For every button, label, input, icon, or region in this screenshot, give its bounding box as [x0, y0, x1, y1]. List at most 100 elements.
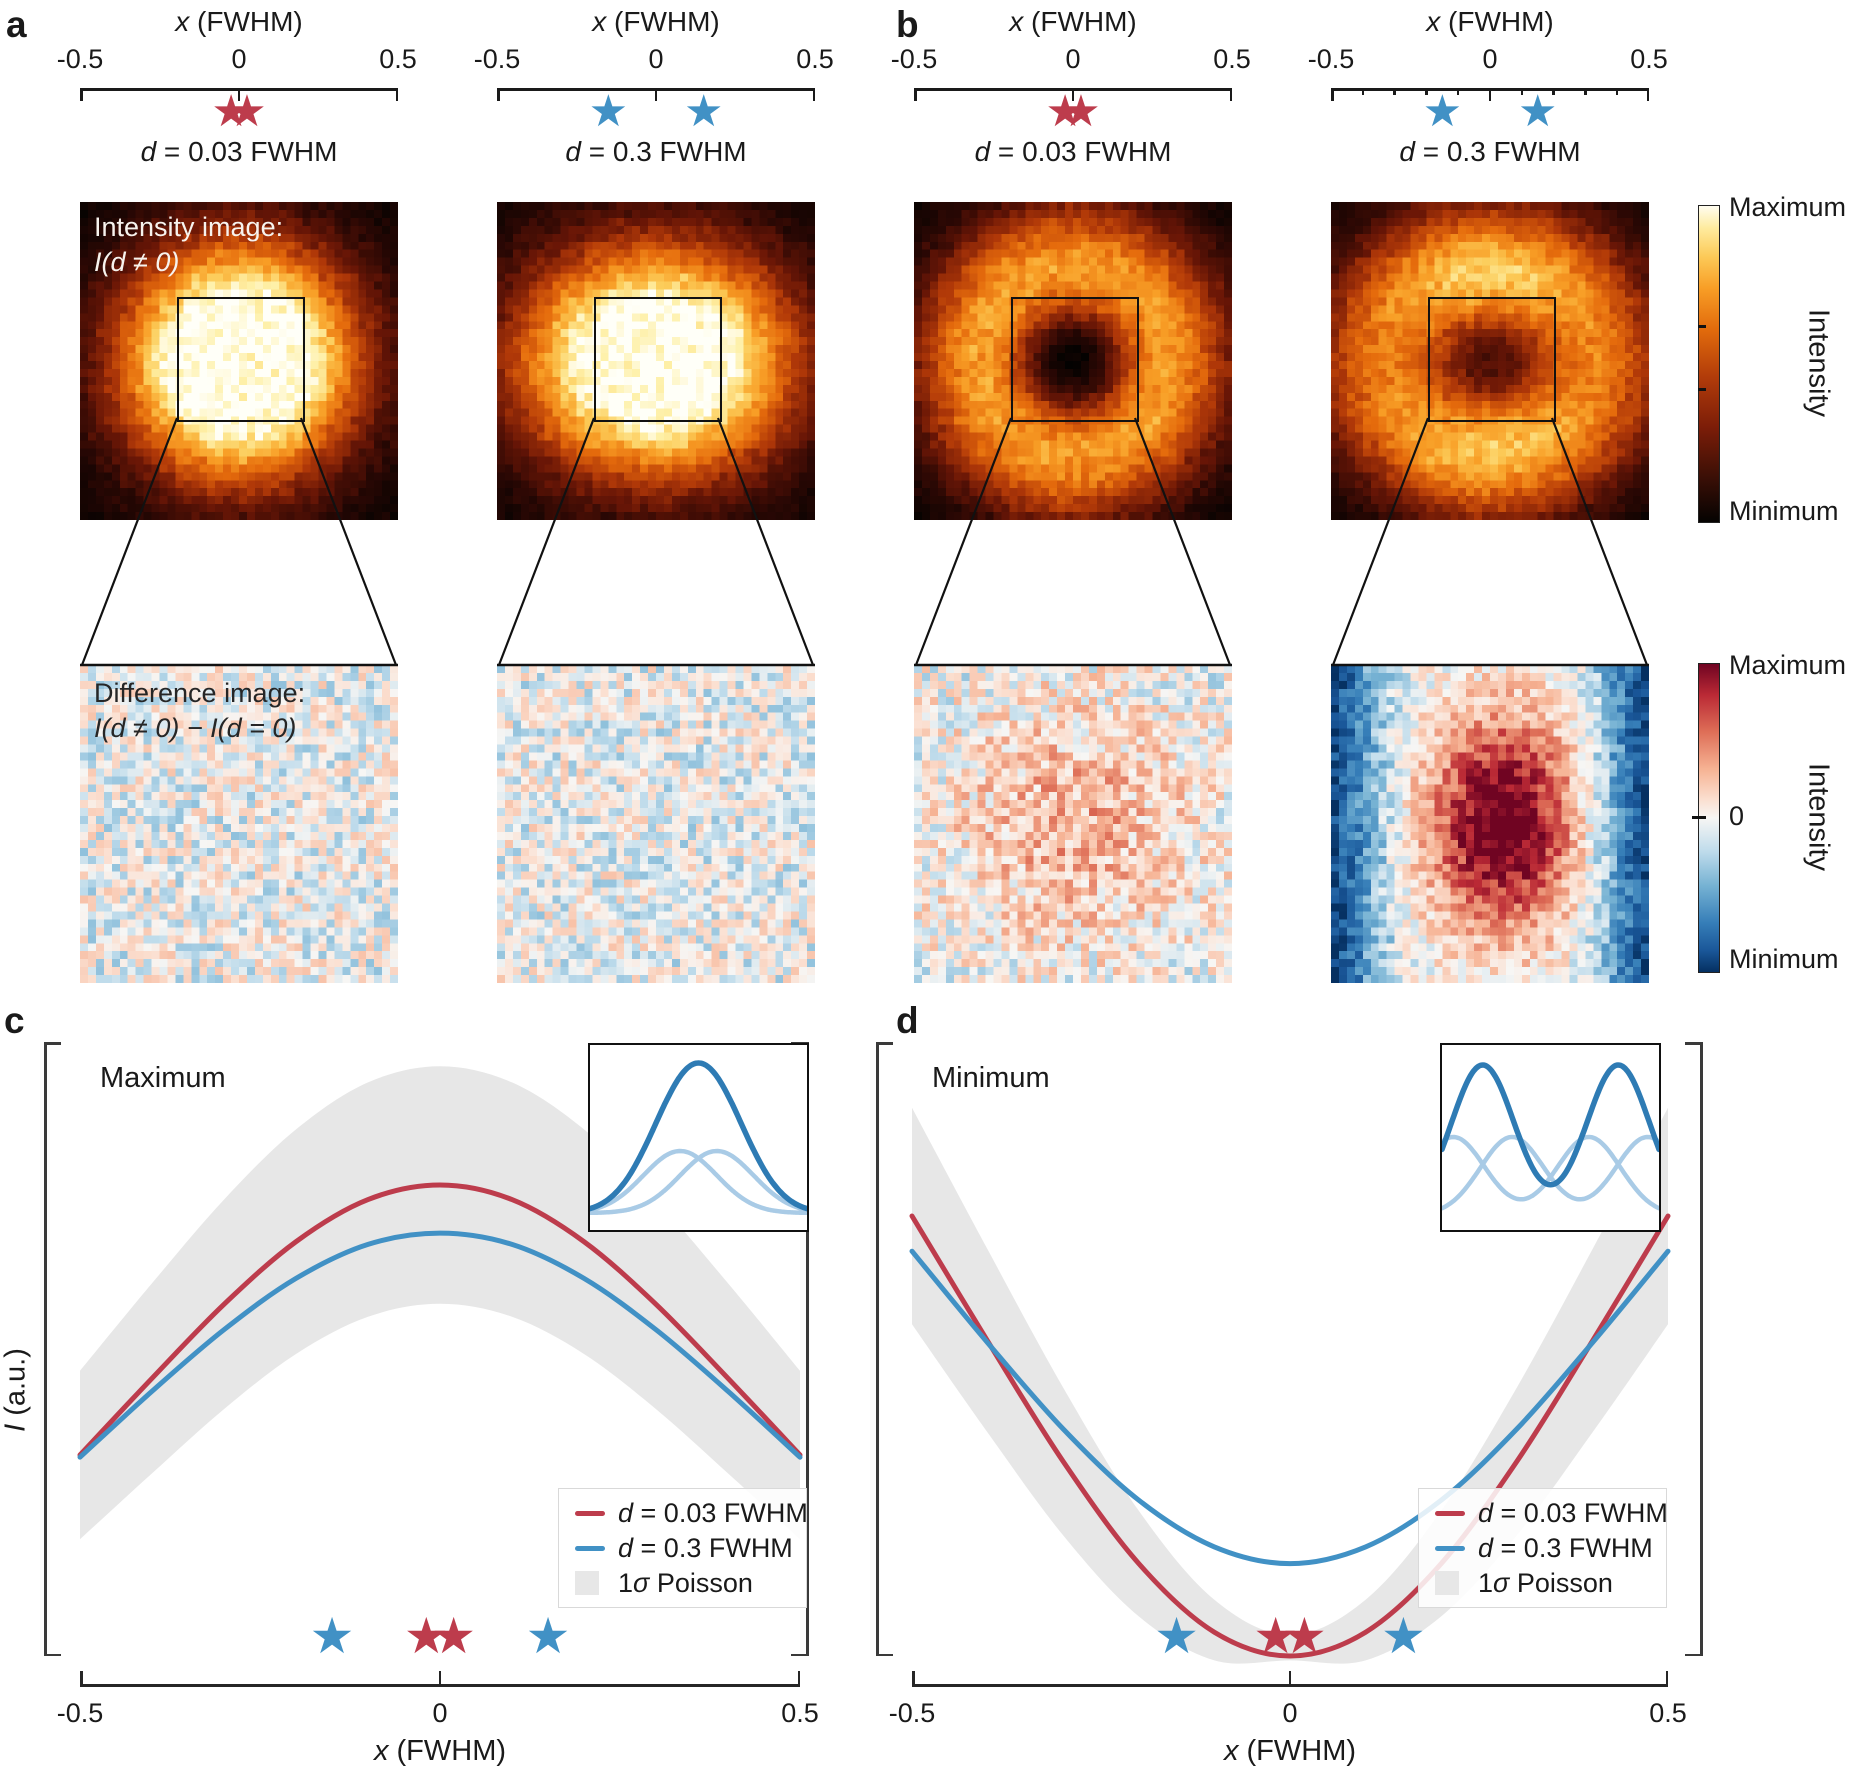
legend-item: d = 0.3 FWHM: [575, 1532, 793, 1564]
colorbar-min-label: Minimum: [1729, 944, 1839, 974]
separation-label: d = 0.03 FWHM: [975, 136, 1172, 168]
x-tick-label: -0.5: [56, 1698, 104, 1728]
psf-column-b-d03: x (FWHM) -0.5 0 0.5 ★ ★ d = 0.3 FWHM: [1308, 0, 1668, 1000]
x-var: x: [1223, 1735, 1239, 1767]
legend-line-swatch: [1435, 1545, 1465, 1551]
caption-line1: Intensity image:: [94, 212, 284, 242]
star-marker-blue: ★: [309, 1608, 355, 1664]
panel-c-inset-plot: [588, 1043, 809, 1232]
x-axis: [497, 88, 815, 104]
x-tick-label: 0: [432, 1698, 448, 1728]
sep-value: = 0.3 FWHM: [580, 136, 747, 167]
panel_d-curve-red: [909, 1213, 1671, 1659]
axis-tick: [1071, 88, 1075, 101]
x-tick-label: -0.5: [888, 1698, 936, 1728]
sep-value: = 0.3 FWHM: [1414, 136, 1581, 167]
separation-label: d = 0.3 FWHM: [1399, 136, 1580, 168]
star-marker-red: ★: [431, 1608, 477, 1664]
axis-tick: [1488, 88, 1492, 101]
legend-item: d = 0.03 FWHM: [1435, 1497, 1668, 1529]
inset-component-curve: [1442, 1134, 1659, 1211]
x-tick: [797, 1671, 800, 1684]
x-var: x: [1426, 6, 1441, 37]
difference-image: [1331, 665, 1649, 983]
panel-c-left-bracket: [44, 1042, 47, 1656]
legend-label: 1σ Poisson: [1478, 1567, 1613, 1598]
tick-label: 0.5: [796, 44, 834, 74]
x-tick-label: 0: [1282, 1698, 1298, 1728]
x-axis: [914, 88, 1232, 104]
x-tick: [1665, 1671, 1668, 1684]
panel-c-x-axis-label: x (FWHM): [374, 1735, 506, 1768]
tick-label: -0.5: [473, 44, 521, 74]
x-var: x: [1009, 6, 1024, 37]
x-unit: (FWHM): [189, 6, 303, 37]
panel-d-label: d: [896, 1000, 919, 1041]
panel-d-left-bracket: [876, 1042, 879, 1656]
colorbar-tick: [1698, 388, 1706, 391]
x-axis: [80, 88, 398, 104]
zoom-region-box: [594, 297, 722, 422]
panel-d-inset-plot: [1440, 1043, 1661, 1232]
tick-label: 0: [231, 44, 247, 74]
star-marker-red: ★: [1281, 1608, 1327, 1664]
panel_c-curve-blue: [77, 1230, 803, 1460]
tick-label: 0: [1482, 44, 1498, 74]
panel_c-curve-red: [77, 1182, 803, 1458]
emitter-star-markers: ★ ★: [1331, 90, 1649, 138]
axis-tick: [497, 88, 500, 101]
legend-label: d = 0.3 FWHM: [1478, 1532, 1653, 1563]
bracket-cap: [44, 1653, 61, 1656]
axis-tick: [654, 88, 658, 101]
y-var: I: [0, 1423, 32, 1432]
x-axis: [1331, 88, 1649, 104]
legend-label: d = 0.03 FWHM: [1478, 1497, 1668, 1528]
colorbar-zero-label: 0: [1729, 801, 1745, 831]
sep-var: d: [565, 136, 581, 167]
caption-line1: Difference image:: [94, 678, 306, 708]
colorbar-max-label: Maximum: [1729, 192, 1847, 222]
star-marker-blue: ★: [1154, 1608, 1200, 1664]
legend-patch-swatch: [1435, 1571, 1459, 1595]
x-axis-title: x (FWHM): [1426, 6, 1554, 38]
x-unit: (FWHM): [388, 1735, 507, 1767]
panel_d-curve-blue: [909, 1248, 1671, 1567]
star-marker-blue: ★: [1517, 87, 1558, 137]
tick-label: 0: [1065, 44, 1081, 74]
caption-line2: I(d ≠ 0): [94, 247, 180, 277]
x-axis-title: x (FWHM): [1009, 6, 1137, 38]
sep-var: d: [140, 136, 157, 167]
sep-value: = 0.03 FWHM: [990, 136, 1172, 167]
zoom-region-box: [1011, 297, 1139, 422]
x-tick-label: 0.5: [781, 1698, 819, 1728]
star-marker-blue: ★: [1422, 87, 1463, 137]
difference-image: [497, 665, 815, 983]
psf-column-a-d03: x (FWHM) -0.5 0 0.5 ★ ★ d = 0.3 FWHM: [474, 0, 834, 1000]
separation-label: d = 0.03 FWHM: [141, 136, 338, 168]
axis-tick: [1229, 88, 1232, 101]
inset-sum-curve: [1442, 1062, 1659, 1188]
axis-tick: [80, 88, 83, 101]
legend-item: d = 0.3 FWHM: [1435, 1532, 1653, 1564]
x-unit: (FWHM): [1023, 6, 1137, 37]
legend-item: d = 0.03 FWHM: [575, 1497, 808, 1529]
zoom-region-box: [177, 297, 305, 422]
axis-tick: [1552, 88, 1555, 95]
axis-tick: [812, 88, 815, 101]
axis-tick: [1584, 88, 1587, 95]
panel-d-title: Minimum: [932, 1062, 1050, 1094]
bracket-cap: [1685, 1653, 1702, 1656]
panel-c-legend: d = 0.03 FWHM d = 0.3 FWHM 1σ Poisson: [558, 1488, 808, 1608]
sep-value: = 0.03 FWHM: [156, 136, 338, 167]
x-tick: [912, 1671, 915, 1684]
tick-label: 0.5: [1213, 44, 1251, 74]
x-unit: (FWHM): [1238, 1735, 1357, 1767]
tick-label: -0.5: [890, 44, 938, 74]
axis-tick: [1425, 88, 1428, 95]
legend-label: d = 0.3 FWHM: [618, 1532, 793, 1563]
colorbar-axis-label: Intensity: [1802, 763, 1835, 871]
star-marker-blue: ★: [1380, 1608, 1426, 1664]
axis-tick: [395, 88, 398, 101]
star-marker-blue: ★: [525, 1608, 571, 1664]
